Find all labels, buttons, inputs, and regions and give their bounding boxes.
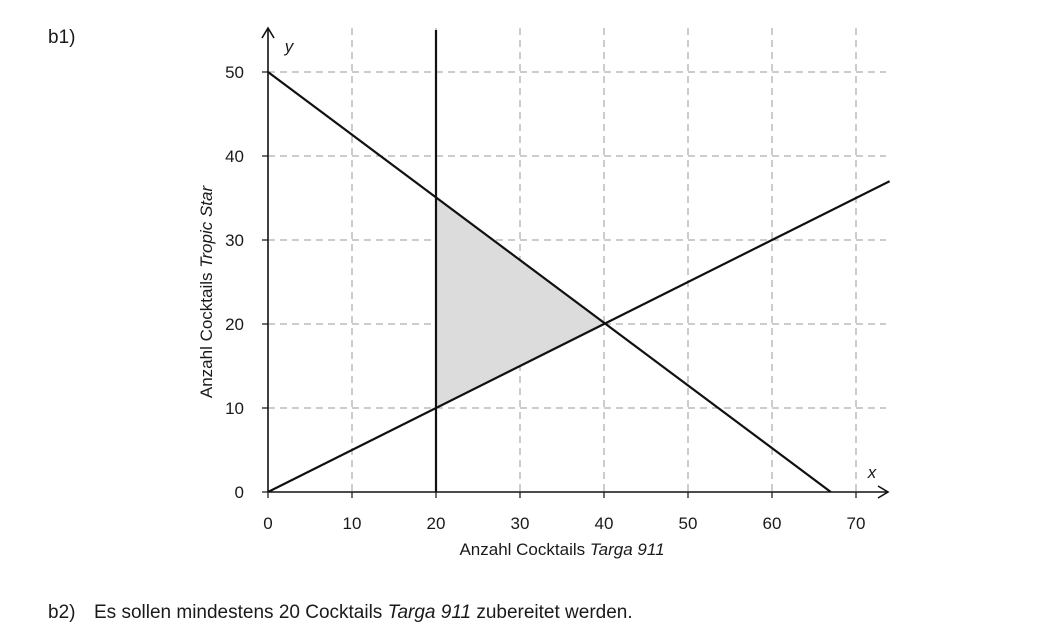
x-axis-label: Anzahl Cocktails Targa 911 xyxy=(459,540,664,559)
feasible-region xyxy=(436,198,604,408)
y-axis-arrow xyxy=(261,26,275,39)
y-tick-label-50: 50 xyxy=(225,63,244,82)
part-b2-number: b2) xyxy=(48,602,76,623)
x-tick-label-20: 20 xyxy=(427,514,446,533)
tick-labels: 0 10 20 30 40 50 60 70 0 10 20 30 40 50 xyxy=(225,63,865,533)
constraint-lines xyxy=(268,30,891,492)
x-tick-label-30: 30 xyxy=(511,514,530,533)
feasible-region-layer xyxy=(436,198,604,408)
y-tick-label-40: 40 xyxy=(225,147,244,166)
linear-optimization-chart: 0 10 20 30 40 50 60 70 0 10 20 30 40 50 x y Anzahl Co… xyxy=(197,26,891,559)
part-b1-label: b1) xyxy=(48,27,76,48)
y-axis-label: Anzahl Cocktails Tropic Star xyxy=(197,185,216,399)
y-axis-label-plain: Anzahl Cocktails xyxy=(197,268,216,398)
x-axis-label-plain: Anzahl Cocktails xyxy=(459,540,589,559)
x-axis-label-italic: Targa 911 xyxy=(590,540,665,559)
x-tick-label-0: 0 xyxy=(263,514,272,533)
x-tick-label-10: 10 xyxy=(343,514,362,533)
x-axis-name: x xyxy=(867,463,877,482)
x-tick-label-70: 70 xyxy=(847,514,866,533)
y-tick-label-20: 20 xyxy=(225,315,244,334)
x-tick-label-50: 50 xyxy=(679,514,698,533)
y-axis-label-italic: Tropic Star xyxy=(197,185,216,268)
axes xyxy=(261,26,890,499)
x-axis-arrow xyxy=(877,485,890,499)
constraint-line-1 xyxy=(268,71,832,492)
part-b2-text-italic: Targa 911 xyxy=(387,602,472,623)
x-tick-label-40: 40 xyxy=(595,514,614,533)
x-tick-label-60: 60 xyxy=(763,514,782,533)
constraint-line-2 xyxy=(268,180,891,492)
y-axis-name: y xyxy=(284,37,295,56)
part-b2-text-after: zubereitet werden. xyxy=(471,602,633,623)
part-b2-text-before: Es sollen mindestens 20 Cocktails xyxy=(94,602,388,623)
part-b2-task: b2) Es sollen mindestens 20 Cocktails Tar… xyxy=(48,602,633,624)
grid-lines xyxy=(268,28,886,492)
y-tick-label-30: 30 xyxy=(225,231,244,250)
y-tick-label-10: 10 xyxy=(225,399,244,418)
y-tick-label-0: 0 xyxy=(235,483,244,502)
